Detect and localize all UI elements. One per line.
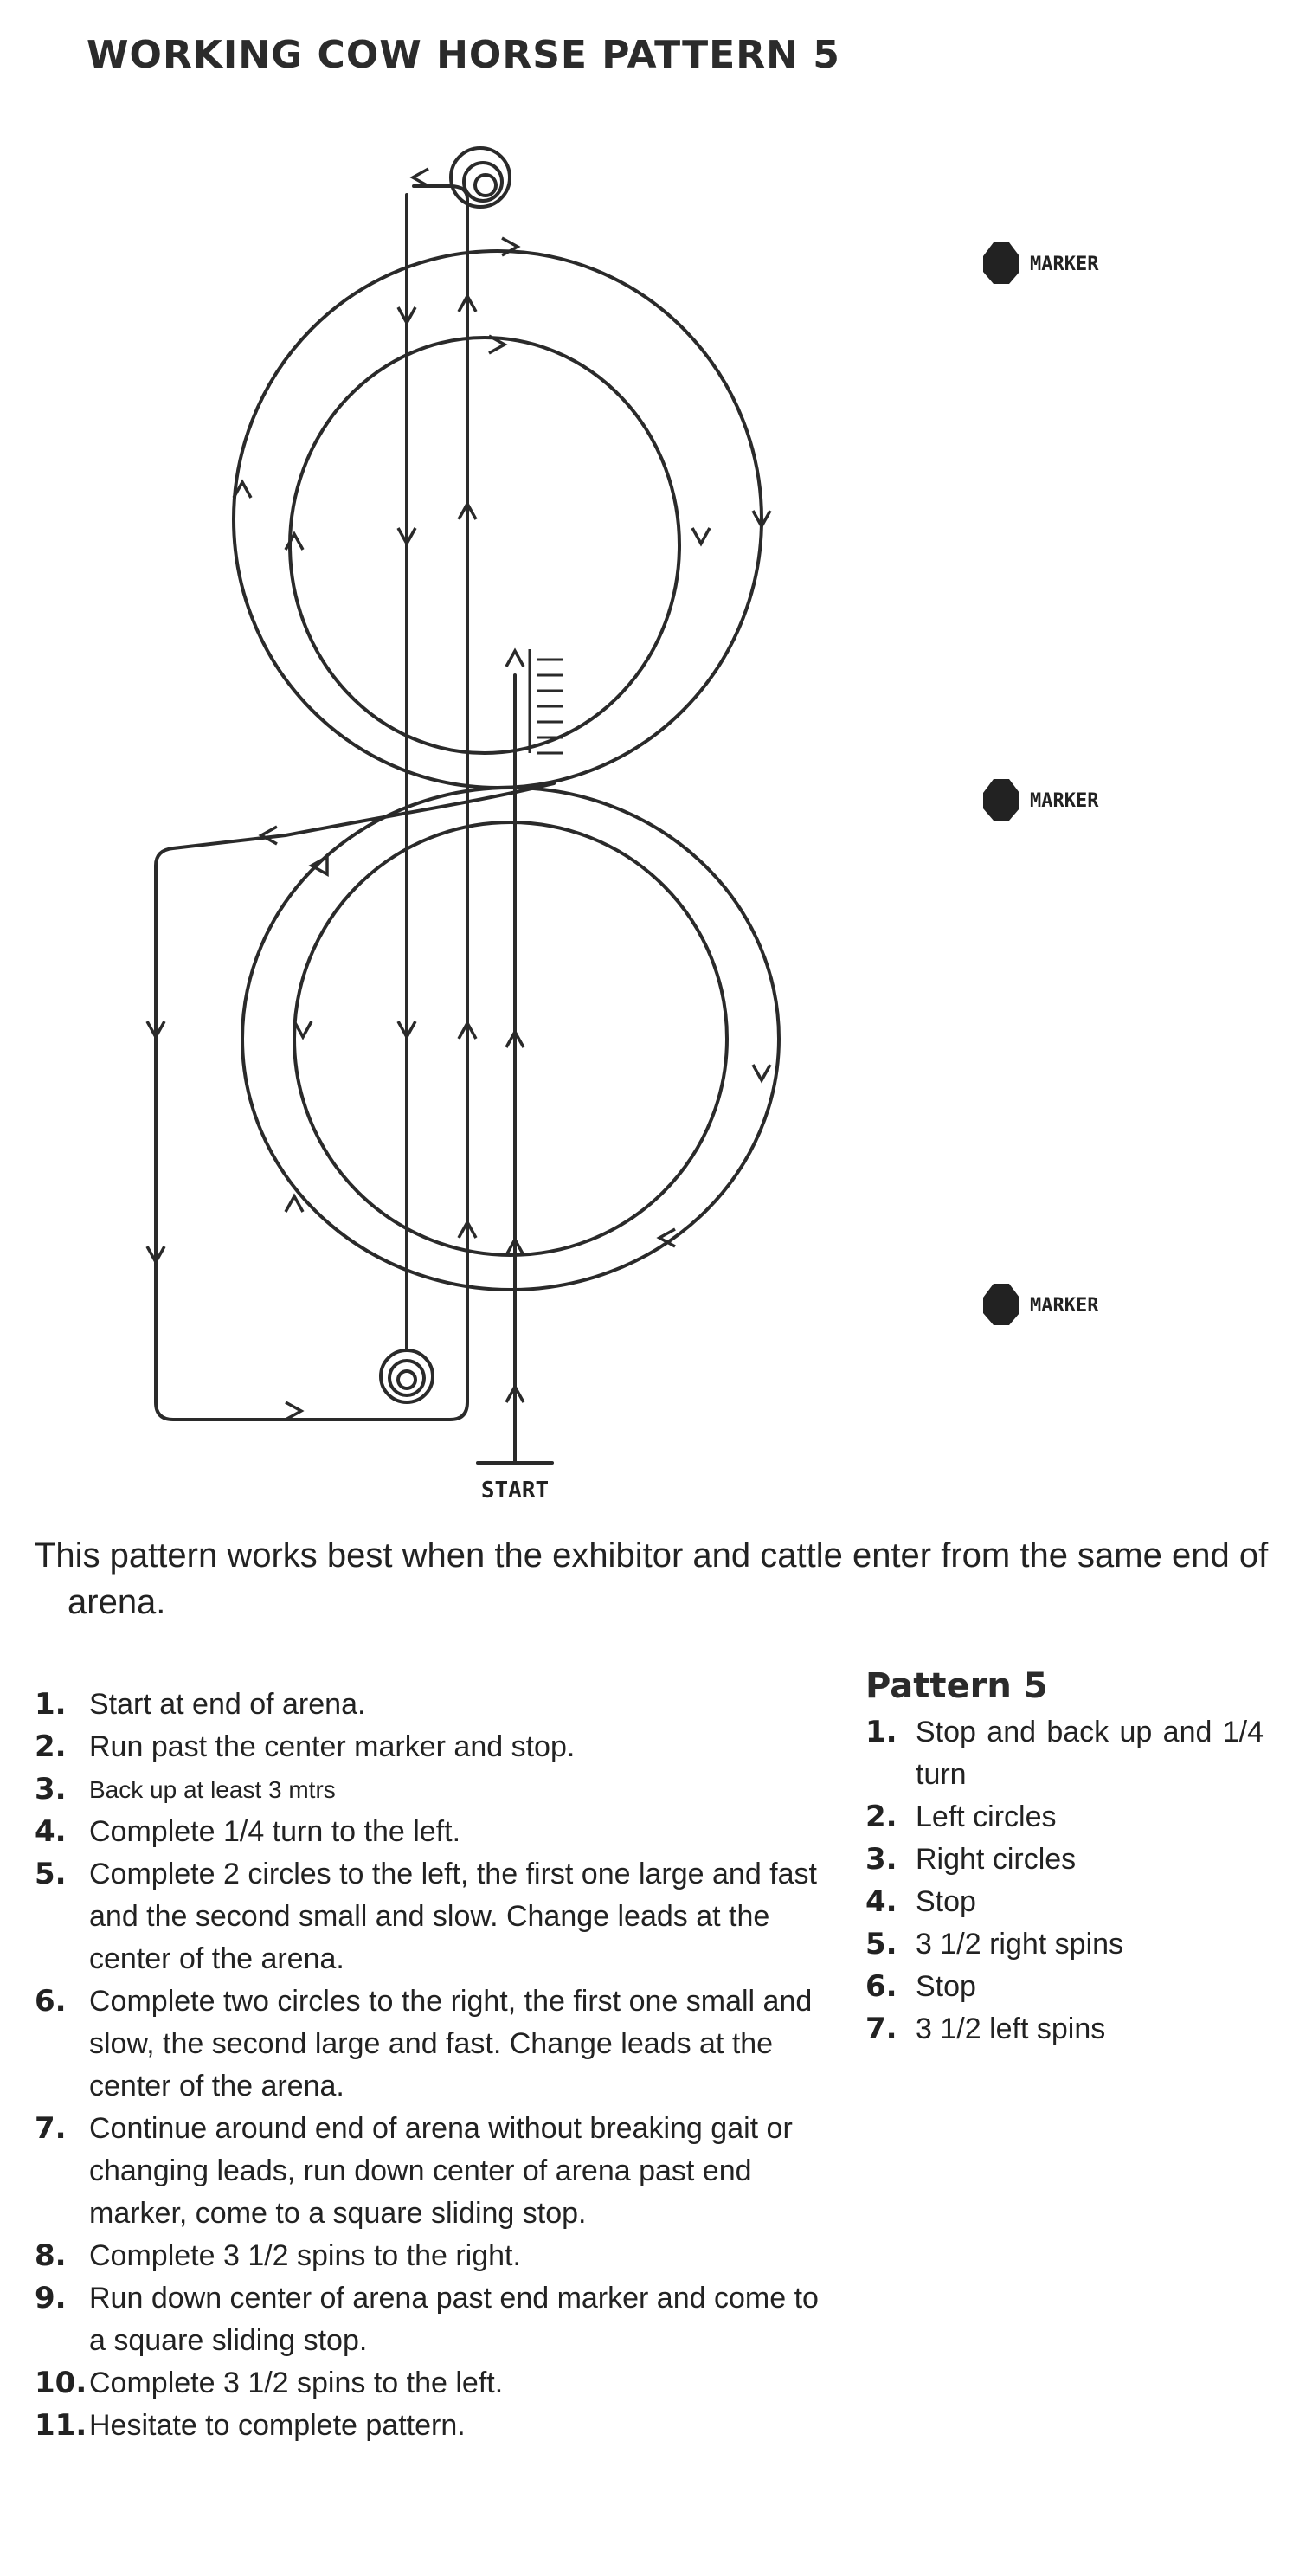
marker-label: MARKER — [1030, 1295, 1099, 1317]
bottom-spin-outer — [379, 1349, 434, 1404]
step-text: Back up at least 3 mtrs — [89, 1776, 336, 1803]
step-number: 9. — [35, 2281, 67, 2315]
summary-number: 5. — [865, 1927, 897, 1961]
top-spin-outer — [449, 146, 511, 209]
marker-1: MARKER — [983, 242, 1099, 284]
marker-label: MARKER — [1030, 254, 1099, 275]
list-item: 7. Continue around end of arena without b… — [35, 2108, 839, 2235]
step-text: Run down center of arena past end marker… — [89, 2282, 819, 2357]
sliding-stop-marks — [528, 649, 563, 755]
list-item: 4. Complete 1/4 turn to the left. — [35, 1811, 839, 1853]
lower-large-circle — [241, 786, 781, 1291]
marker-icon — [983, 779, 1019, 821]
step-text: Complete 3 1/2 spins to the right. — [89, 2239, 521, 2272]
step-text: Start at end of arena. — [89, 1688, 366, 1721]
list-item: 1. Start at end of arena. — [35, 1684, 839, 1726]
step-number: 2. — [35, 1729, 67, 1764]
list-item: 9. Run down center of arena past end mark… — [35, 2277, 839, 2362]
step-text: Run past the center marker and stop. — [89, 1730, 576, 1763]
step-number: 1. — [35, 1687, 67, 1722]
list-item: 5. Complete 2 circles to the left, the fi… — [35, 1853, 839, 1980]
summary-text: Stop and back up and 1/4 turn — [916, 1716, 1264, 1791]
summary-number: 6. — [865, 1969, 897, 2004]
step-text: Hesitate to complete pattern. — [89, 2409, 466, 2442]
list-item: 6. Complete two circles to the right, the… — [35, 1980, 839, 2108]
step-number: 6. — [35, 1984, 67, 2019]
list-item: 3. Right circles — [865, 1839, 1264, 1881]
list-item: 1. Stop and back up and 1/4 turn — [865, 1711, 1264, 1796]
list-item: 10. Complete 3 1/2 spins to the left. — [35, 2362, 839, 2405]
list-item: 2. Run past the center marker and stop. — [35, 1726, 839, 1768]
lower-small-circle — [293, 821, 729, 1257]
step-number: 4. — [35, 1814, 67, 1849]
marker-2: MARKER — [983, 779, 1099, 821]
list-item: 8. Complete 3 1/2 spins to the right. — [35, 2235, 839, 2277]
summary-text: 3 1/2 right spins — [916, 1928, 1124, 1961]
list-item: 3. Back up at least 3 mtrs — [35, 1768, 839, 1811]
list-item: 6. Stop — [865, 1966, 1264, 2008]
top-spin-mid — [462, 161, 504, 203]
steps-list: 1. Start at end of arena. 2. Run past the … — [35, 1684, 839, 2447]
bottom-spin-inner — [396, 1369, 417, 1390]
summary-number: 3. — [865, 1842, 897, 1877]
upper-small-circle — [288, 336, 681, 755]
intro-text: This pattern works best when the exhibit… — [35, 1536, 1269, 1621]
summary-list: 1. Stop and back up and 1/4 turn 2. Left c… — [865, 1711, 1264, 2051]
step-number: 5. — [35, 1857, 67, 1891]
step-text: Continue around end of arena without bre… — [89, 2112, 793, 2230]
direction-arrows — [145, 167, 772, 1421]
list-item: 4. Stop — [865, 1881, 1264, 1923]
pattern-diagram: MARKER MARKER MARKER START — [145, 146, 1099, 1504]
start-label: START — [481, 1478, 549, 1504]
marker-icon — [983, 242, 1019, 284]
pattern-summary: Pattern 5 1. Stop and back up and 1/4 tur… — [865, 1666, 1264, 2051]
summary-text: Right circles — [916, 1843, 1077, 1876]
summary-number: 7. — [865, 2012, 897, 2046]
step-text: Complete 3 1/2 spins to the left. — [89, 2367, 504, 2399]
outer-run-path — [154, 184, 556, 1421]
top-spin-inner — [473, 173, 498, 197]
step-number: 10. — [35, 2366, 87, 2400]
summary-number: 4. — [865, 1884, 897, 1919]
page-title: WORKING COW HORSE PATTERN 5 — [87, 33, 840, 77]
step-number: 11. — [35, 2408, 87, 2443]
summary-text: Left circles — [916, 1800, 1057, 1833]
list-item: 11. Hesitate to complete pattern. — [35, 2405, 839, 2447]
list-item: 2. Left circles — [865, 1796, 1264, 1839]
summary-number: 2. — [865, 1800, 897, 1834]
summary-text: Stop — [916, 1970, 976, 2003]
summary-title: Pattern 5 — [865, 1666, 1048, 1706]
summary-text: Stop — [916, 1885, 976, 1918]
marker-3: MARKER — [983, 1284, 1099, 1325]
step-text: Complete two circles to the right, the f… — [89, 1985, 813, 2103]
bottom-spin-mid — [388, 1359, 426, 1397]
list-item: 7. 3 1/2 left spins — [865, 2008, 1264, 2051]
upper-large-circle — [232, 249, 763, 789]
step-number: 3. — [35, 1772, 67, 1806]
marker-icon — [983, 1284, 1019, 1325]
step-number: 8. — [35, 2238, 67, 2273]
summary-text: 3 1/2 left spins — [916, 2012, 1106, 2045]
step-text: Complete 1/4 turn to the left. — [89, 1815, 461, 1848]
step-number: 7. — [35, 2111, 67, 2146]
list-item: 5. 3 1/2 right spins — [865, 1923, 1264, 1966]
marker-label: MARKER — [1030, 790, 1099, 812]
step-text: Complete 2 circles to the left, the firs… — [89, 1858, 817, 1975]
summary-number: 1. — [865, 1715, 897, 1749]
